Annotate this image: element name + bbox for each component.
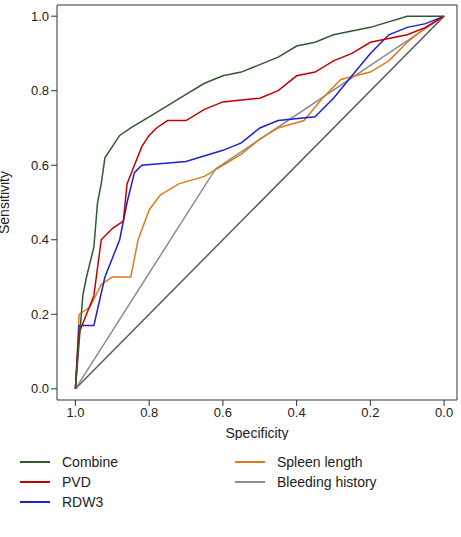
html-text:RDW3: RDW3 [62,494,104,510]
svg-text:0.2: 0.2 [31,307,49,322]
svg-text:Specificity: Specificity [225,425,288,440]
svg-text:0.0: 0.0 [31,381,49,396]
svg-text:Sensitivity: Sensitivity [8,171,12,234]
svg-text:0.8: 0.8 [31,83,49,98]
html-text:Spleen length: Spleen length [277,454,363,470]
html-text:Combine: Combine [62,454,118,470]
html-text:PVD: PVD [62,474,91,490]
svg-text:0.6: 0.6 [31,158,49,173]
svg-text:1.0: 1.0 [66,405,84,420]
svg-text:0.4: 0.4 [31,232,49,247]
svg-text:0.8: 0.8 [140,405,158,420]
svg-text:0.6: 0.6 [214,405,232,420]
svg-text:0.2: 0.2 [361,405,379,420]
svg-text:0.0: 0.0 [435,405,453,420]
html-text:Bleeding history: Bleeding history [277,474,377,490]
svg-text:0.4: 0.4 [288,405,306,420]
svg-text:1.0: 1.0 [31,9,49,24]
